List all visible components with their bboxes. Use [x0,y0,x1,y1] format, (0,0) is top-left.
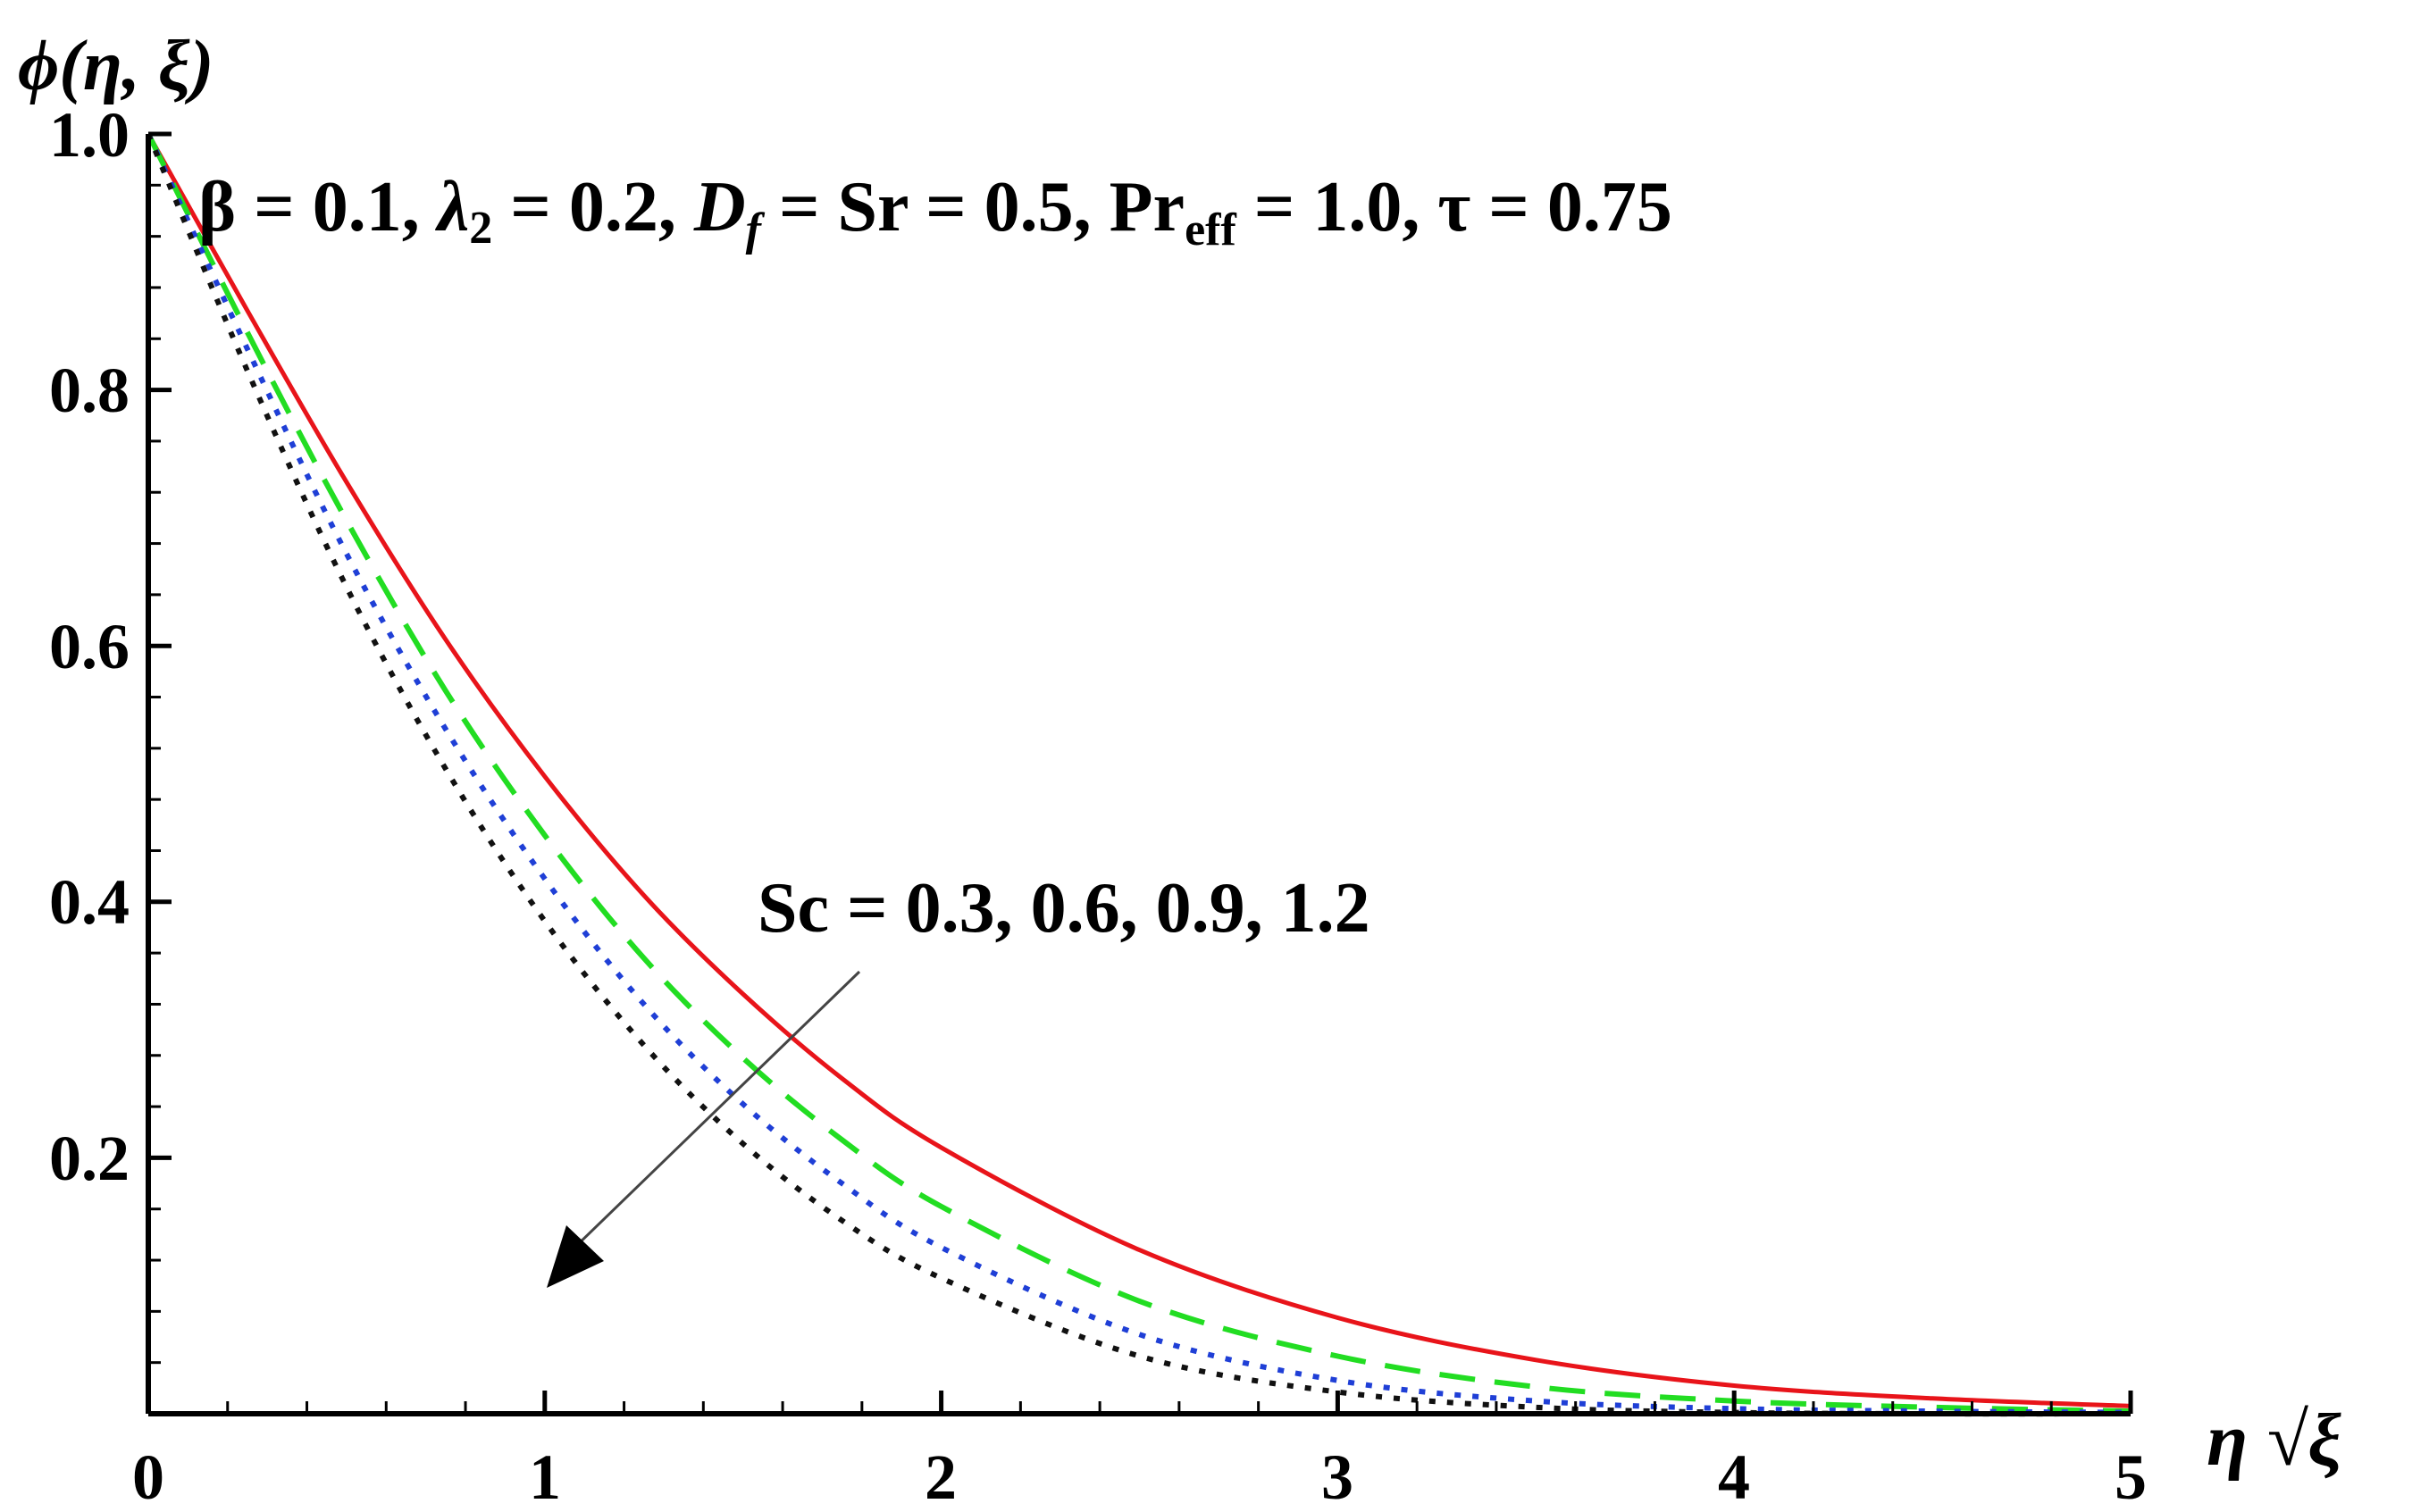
y-tick-label-1.0: 1.0 [49,99,130,171]
series-line-sc-0.9 [146,132,2132,1416]
y-axis-label: ϕ(η, ξ) [18,27,214,105]
params-rest: = 1.0, τ = 0.75 [1236,168,1672,246]
series-line-sc-0.3 [146,132,2132,1408]
params-pr-sub: eff [1185,205,1236,255]
series-line-sc-0.6 [146,132,2132,1415]
x-tick-label-1: 1 [529,1441,561,1512]
params-annotation: β = 0.1, λ2 = 0.2, Df = Sr = 0.5, Preff … [198,168,1672,255]
ticks-layer [146,131,2133,1414]
params-sr: = Sr = 0.5, Pr [761,168,1185,246]
x-tick-label-3: 3 [1321,1441,1353,1512]
params-lambda-value: = 0.2, [492,168,694,246]
params-beta: β = 0.1, [198,168,438,246]
y-tick-label-0.8: 0.8 [49,355,130,426]
sc-arrow-line [570,970,861,1252]
params-lambda: λ [435,168,470,246]
series-layer [146,132,2132,1417]
params-lambda-sub: 2 [469,203,492,254]
y-tick-label-0.2: 0.2 [49,1123,130,1194]
sc-annotation: Sc = 0.3, 0.6, 0.9, 1.2 [758,869,1370,948]
x-axis-label: η √ξ [2207,1399,2341,1482]
y-tick-label-0.6: 0.6 [49,611,130,682]
params-df-sub: f [746,205,766,255]
params-df: D [693,168,746,246]
x-tick-label-5: 5 [2115,1441,2147,1512]
sc-arrow-head [547,1225,604,1288]
x-tick-label-2: 2 [925,1441,957,1512]
series-line-sc-1.2 [146,132,2132,1417]
x-tick-label-4: 4 [1718,1441,1750,1512]
y-tick-label-0.4: 0.4 [49,866,130,938]
x-tick-label-0: 0 [132,1441,164,1512]
